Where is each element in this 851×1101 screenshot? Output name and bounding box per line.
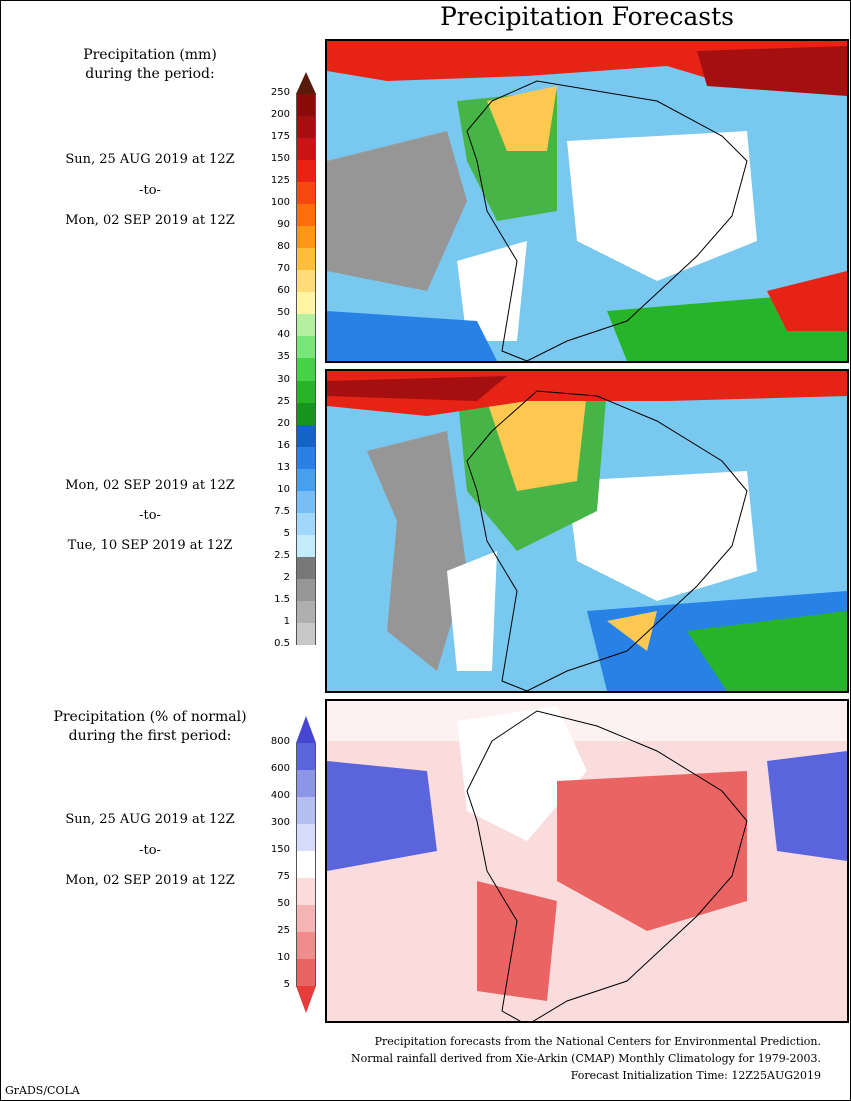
precip-label: Precipitation (mm) during the period:	[0, 46, 300, 84]
precip-swatch	[296, 204, 316, 227]
precip-swatch	[296, 490, 316, 514]
precip-swatch	[296, 424, 316, 448]
period1-start: Sun, 25 AUG 2019 at 12Z	[65, 152, 235, 167]
period2-to: -to-	[139, 508, 161, 523]
pct-swatch	[296, 716, 316, 744]
pct-swatch	[296, 986, 316, 1014]
pct-tick-label: 600	[270, 763, 290, 774]
period2-start: Mon, 02 SEP 2019 at 12Z	[65, 478, 235, 493]
precip-swatch	[296, 72, 316, 95]
pct-swatch	[296, 959, 316, 987]
precip-tick-label: 16	[277, 439, 290, 451]
pct-tick-label: 300	[270, 817, 290, 828]
precip-tick-label: 50	[277, 307, 290, 319]
period3-to: -to-	[139, 843, 161, 858]
credit: GrADS/COLA	[5, 1084, 80, 1097]
pct-swatch	[296, 797, 316, 825]
precip-swatch	[296, 116, 316, 139]
footer-line2: Normal rainfall derived from Xie-Arkin (…	[351, 1052, 821, 1065]
precip-swatch	[296, 512, 316, 536]
footer-line3: Forecast Initialization Time: 12Z25AUG20…	[570, 1069, 821, 1082]
precip-swatch	[296, 358, 316, 381]
pct-tick-label: 800	[270, 736, 290, 747]
precip-swatch	[296, 468, 316, 492]
precip-tick-label: 100	[270, 197, 290, 209]
precip-swatch	[296, 270, 316, 293]
precip-colorbar	[296, 72, 316, 667]
precip-tick-label: 80	[277, 241, 290, 253]
precip-map-period2	[325, 369, 849, 693]
footer-line1: Precipitation forecasts from the Nationa…	[374, 1035, 821, 1048]
precip-map-period1	[325, 39, 849, 363]
precip-swatch	[296, 160, 316, 183]
pct-tick-label: 5	[283, 979, 290, 990]
precip-swatch	[296, 446, 316, 470]
precip-tick-label: 20	[277, 417, 290, 429]
precip-tick-label: 1	[283, 615, 290, 627]
precip-swatch	[296, 336, 316, 359]
precip-tick-label: 25	[277, 395, 290, 407]
precip-tick-label: 125	[270, 175, 290, 187]
precip-tick-label: 0.5	[274, 637, 290, 649]
precip-tick-label: 2.5	[274, 549, 290, 561]
pct-swatch	[296, 932, 316, 960]
pct-label: Precipitation (% of normal) during the f…	[0, 708, 300, 746]
precip-tick-label: 1.5	[274, 593, 290, 605]
precip-swatch	[296, 622, 316, 646]
precip-swatch	[296, 600, 316, 624]
precip-swatch	[296, 138, 316, 161]
precip-swatch	[296, 292, 316, 315]
precip-label-line2: during the period:	[85, 66, 215, 82]
precip-tick-label: 5	[283, 527, 290, 539]
precip-swatch	[296, 402, 316, 426]
pct-label-line2: during the first period:	[68, 728, 232, 744]
precip-swatch	[296, 248, 316, 271]
precip-swatch	[296, 314, 316, 337]
precip-tick-label: 35	[277, 351, 290, 363]
precip-tick-label: 150	[270, 153, 290, 165]
precip-tick-label: 200	[270, 109, 290, 121]
precip-tick-label: 13	[277, 461, 290, 473]
precip-tick-label: 2	[283, 571, 290, 583]
period3-start: Sun, 25 AUG 2019 at 12Z	[65, 812, 235, 827]
precip-tick-label: 30	[277, 373, 290, 385]
pct-tick-label: 10	[277, 952, 290, 963]
pct-tick-label: 150	[270, 844, 290, 855]
pct-tick-label: 400	[270, 790, 290, 801]
period1-to: -to-	[139, 183, 161, 198]
precip-swatch	[296, 380, 316, 404]
precip-tick-label: 175	[270, 131, 290, 143]
pct-swatch	[296, 905, 316, 933]
precip-tick-label: 10	[277, 483, 290, 495]
precip-tick-label: 90	[277, 219, 290, 231]
pct-normal-map	[325, 699, 849, 1023]
pct-colorbar	[296, 716, 316, 1013]
pct-tick-label: 75	[277, 871, 290, 882]
precip-swatch	[296, 578, 316, 602]
pct-tick-label: 50	[277, 898, 290, 909]
period2-end: Tue, 10 SEP 2019 at 12Z	[67, 538, 233, 553]
precip-tick-label: 7.5	[274, 505, 290, 517]
precip-tick-label: 60	[277, 285, 290, 297]
period3-end: Mon, 02 SEP 2019 at 12Z	[65, 873, 235, 888]
precip-tick-label: 70	[277, 263, 290, 275]
precip-tick-label: 40	[277, 329, 290, 341]
precip-tick-label: 250	[270, 87, 290, 99]
pct-swatch	[296, 770, 316, 798]
pct-swatch	[296, 824, 316, 852]
precip-swatch	[296, 556, 316, 580]
pct-swatch	[296, 743, 316, 771]
pct-swatch	[296, 851, 316, 879]
pct-swatch	[296, 878, 316, 906]
precip-swatch	[296, 226, 316, 249]
precip-swatch	[296, 534, 316, 558]
precip-swatch	[296, 644, 316, 668]
pct-tick-label: 25	[277, 925, 290, 936]
pct-label-line1: Precipitation (% of normal)	[53, 709, 247, 725]
precip-swatch	[296, 182, 316, 205]
period1-end: Mon, 02 SEP 2019 at 12Z	[65, 213, 235, 228]
precip-swatch	[296, 94, 316, 117]
page-title: Precipitation Forecasts	[439, 2, 735, 31]
precip-label-line1: Precipitation (mm)	[83, 47, 217, 63]
